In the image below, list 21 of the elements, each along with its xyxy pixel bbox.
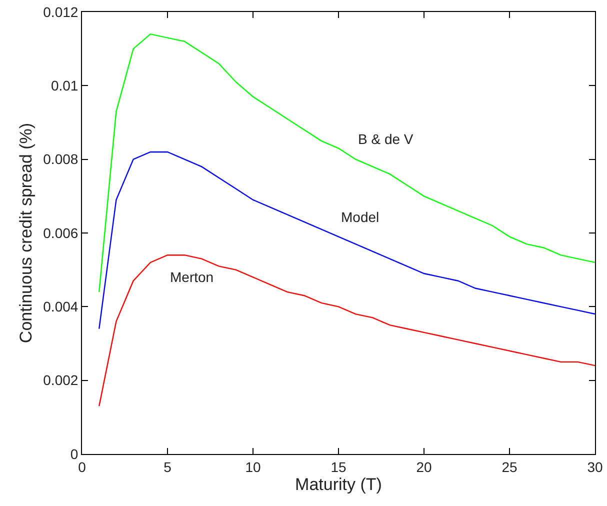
y-tick-label: 0 — [70, 446, 78, 462]
x-tick-label: 25 — [502, 458, 518, 475]
y-tick-label: 0.008 — [43, 151, 78, 168]
series-label: Model — [341, 209, 380, 225]
line-series — [98, 34, 595, 293]
x-tick-label: 15 — [330, 458, 346, 475]
line-series — [98, 151, 595, 330]
y-tick-label: 0.002 — [43, 372, 78, 388]
y-tick-label: 0.004 — [43, 298, 78, 315]
x-tick-label: 20 — [416, 458, 432, 475]
y-tick-label: 0.01 — [50, 78, 78, 94]
x-axis-title: Maturity (T) — [295, 475, 382, 494]
x-tick-label: 30 — [587, 458, 603, 475]
x-tick-label: 5 — [164, 458, 172, 475]
series-label: Merton — [170, 269, 214, 285]
y-tick-label: 0.012 — [43, 4, 78, 20]
y-tick-label: 0.006 — [43, 224, 78, 241]
line-series — [98, 254, 595, 407]
y-axis-title: Continuous credit spread (%) — [16, 122, 36, 344]
series-label: B & de V — [358, 131, 414, 147]
x-tick-label: 10 — [245, 458, 261, 475]
